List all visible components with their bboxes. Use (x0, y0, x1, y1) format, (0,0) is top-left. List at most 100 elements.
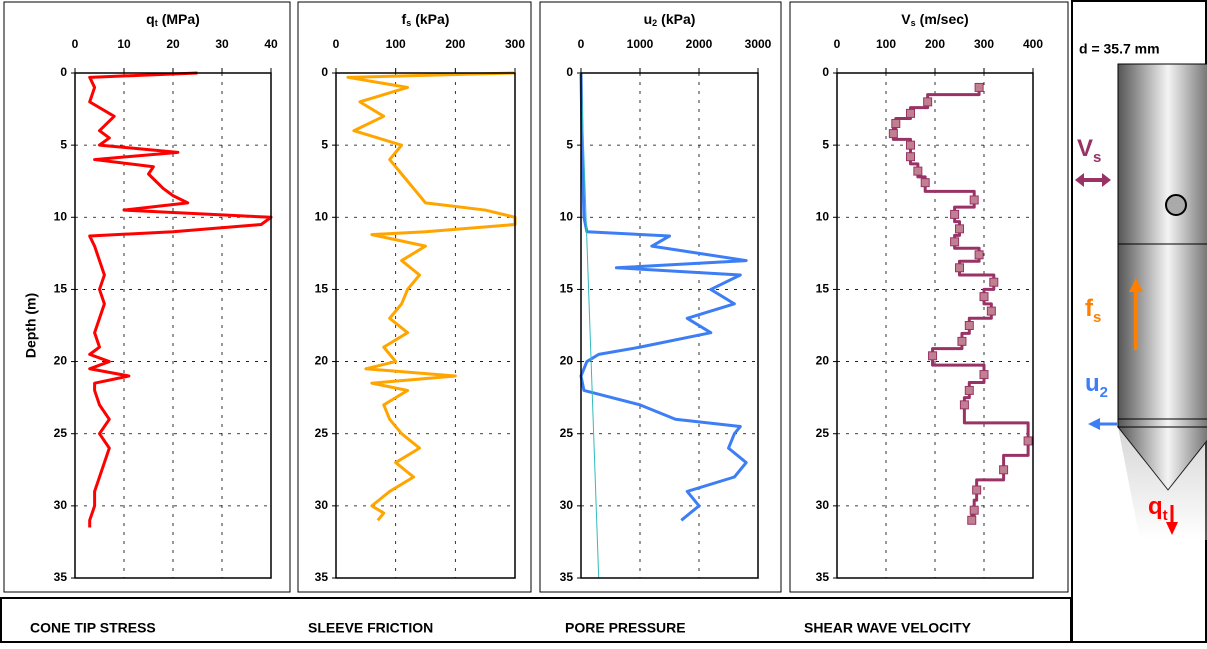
y-tick-label: 35 (560, 570, 574, 584)
fs-arrow-head (1129, 278, 1143, 292)
y-tick-label: 20 (54, 354, 68, 368)
plot-frame (580, 72, 759, 579)
fs-label: fs (1085, 295, 1101, 326)
x-tick-label: 200 (925, 37, 945, 51)
y-tick-label: 5 (566, 137, 573, 151)
data-point (906, 140, 915, 150)
u2-label: u2 (1085, 370, 1108, 401)
panel-caption: SLEEVE FRICTION (308, 620, 433, 636)
data-point (891, 119, 901, 128)
filter (1117, 418, 1207, 428)
data-point (888, 129, 898, 139)
y-tick-label: 35 (816, 570, 830, 584)
x-tick-label: 0 (72, 37, 79, 51)
y-tick-label: 15 (816, 282, 830, 296)
y-tick-label: 10 (816, 209, 830, 223)
data-point (979, 292, 989, 302)
title-unit: (kPa) (661, 11, 695, 27)
y-tick-label: 10 (560, 209, 574, 223)
data-point (986, 306, 996, 316)
data-point (974, 82, 984, 92)
data-point (920, 178, 930, 188)
y-tick-label: 20 (560, 354, 574, 368)
x-tick-label: 3000 (745, 37, 772, 51)
y-axis-label: Depth (m) (23, 293, 39, 358)
data-point (1023, 436, 1033, 446)
label-subscript: t (1163, 507, 1168, 524)
data-point (928, 351, 938, 361)
x-tick-label: 10 (117, 37, 131, 51)
data-line (891, 87, 1030, 521)
y-tick-label: 30 (315, 498, 329, 512)
y-tick-label: 35 (54, 570, 68, 584)
y-tick-label: 10 (315, 209, 329, 223)
x-tick-label: 0 (333, 37, 340, 51)
label-subscript: s (1093, 309, 1101, 326)
x-tick-label: 0 (834, 37, 841, 51)
data-point (950, 209, 960, 219)
y-tick-label: 15 (315, 282, 329, 296)
x-tick-label: 20 (166, 37, 180, 51)
title-subscript: t (155, 18, 158, 28)
y-tick-label: 30 (816, 498, 830, 512)
y-tick-label: 5 (321, 137, 328, 151)
u2-arrow-head (1088, 418, 1100, 430)
title-unit: (m/sec) (920, 11, 969, 27)
y-tick-label: 30 (54, 498, 68, 512)
y-tick-label: 35 (315, 570, 329, 584)
title-symbol: u (644, 11, 653, 27)
data-point (913, 166, 923, 176)
data-point (969, 195, 979, 205)
title-subscript: 2 (652, 18, 657, 28)
data-point (967, 515, 977, 525)
y-tick-label: 25 (54, 426, 68, 440)
label-symbol: f (1085, 295, 1094, 322)
x-tick-label: 30 (215, 37, 229, 51)
title-subscript: s (406, 18, 411, 28)
y-tick-label: 0 (566, 65, 573, 79)
y-tick-label: 0 (60, 65, 67, 79)
title-symbol: q (146, 11, 155, 27)
y-tick-label: 20 (816, 354, 830, 368)
plot-frame (74, 72, 272, 579)
y-tick-label: 30 (560, 498, 574, 512)
x-tick-label: 0 (578, 37, 585, 51)
y-tick-label: 0 (321, 65, 328, 79)
panel-frame (297, 1, 532, 593)
panel-frame (3, 1, 291, 593)
y-tick-label: 25 (560, 426, 574, 440)
vs-arrow-head (1075, 173, 1084, 187)
vs-label: Vs (1077, 135, 1101, 166)
qt-arrow-head (1166, 522, 1178, 535)
data-point (906, 108, 915, 118)
label-symbol: u (1085, 370, 1100, 397)
data-point (964, 385, 974, 395)
label-subscript: s (1093, 149, 1101, 166)
x-tick-label: 100 (386, 37, 406, 51)
y-tick-label: 5 (60, 137, 67, 151)
y-tick-label: 25 (816, 426, 830, 440)
data-point (955, 224, 964, 234)
panel-caption: PORE PRESSURE (565, 620, 686, 636)
data-point (957, 336, 967, 346)
title-symbol: V (901, 11, 911, 27)
cone-body (1117, 63, 1207, 245)
data-point (964, 321, 974, 330)
panel-caption: SHEAR WAVE VELOCITY (804, 620, 972, 636)
title-unit: (MPa) (162, 11, 200, 27)
title-subscript: s (911, 18, 916, 28)
data-point (959, 400, 969, 410)
title-unit: (kPa) (415, 11, 449, 27)
diameter-label: d = 35.7 mm (1079, 41, 1160, 57)
data-point (989, 277, 999, 287)
data-point (955, 263, 964, 273)
x-tick-label: 100 (876, 37, 896, 51)
x-tick-label: 200 (445, 37, 465, 51)
y-tick-label: 15 (560, 282, 574, 296)
panel-title: fs (kPa) (402, 11, 450, 29)
x-tick-label: 1000 (627, 37, 654, 51)
panel-title: qt (MPa) (146, 11, 200, 29)
title-symbol: f (402, 11, 407, 27)
y-tick-label: 25 (315, 426, 329, 440)
